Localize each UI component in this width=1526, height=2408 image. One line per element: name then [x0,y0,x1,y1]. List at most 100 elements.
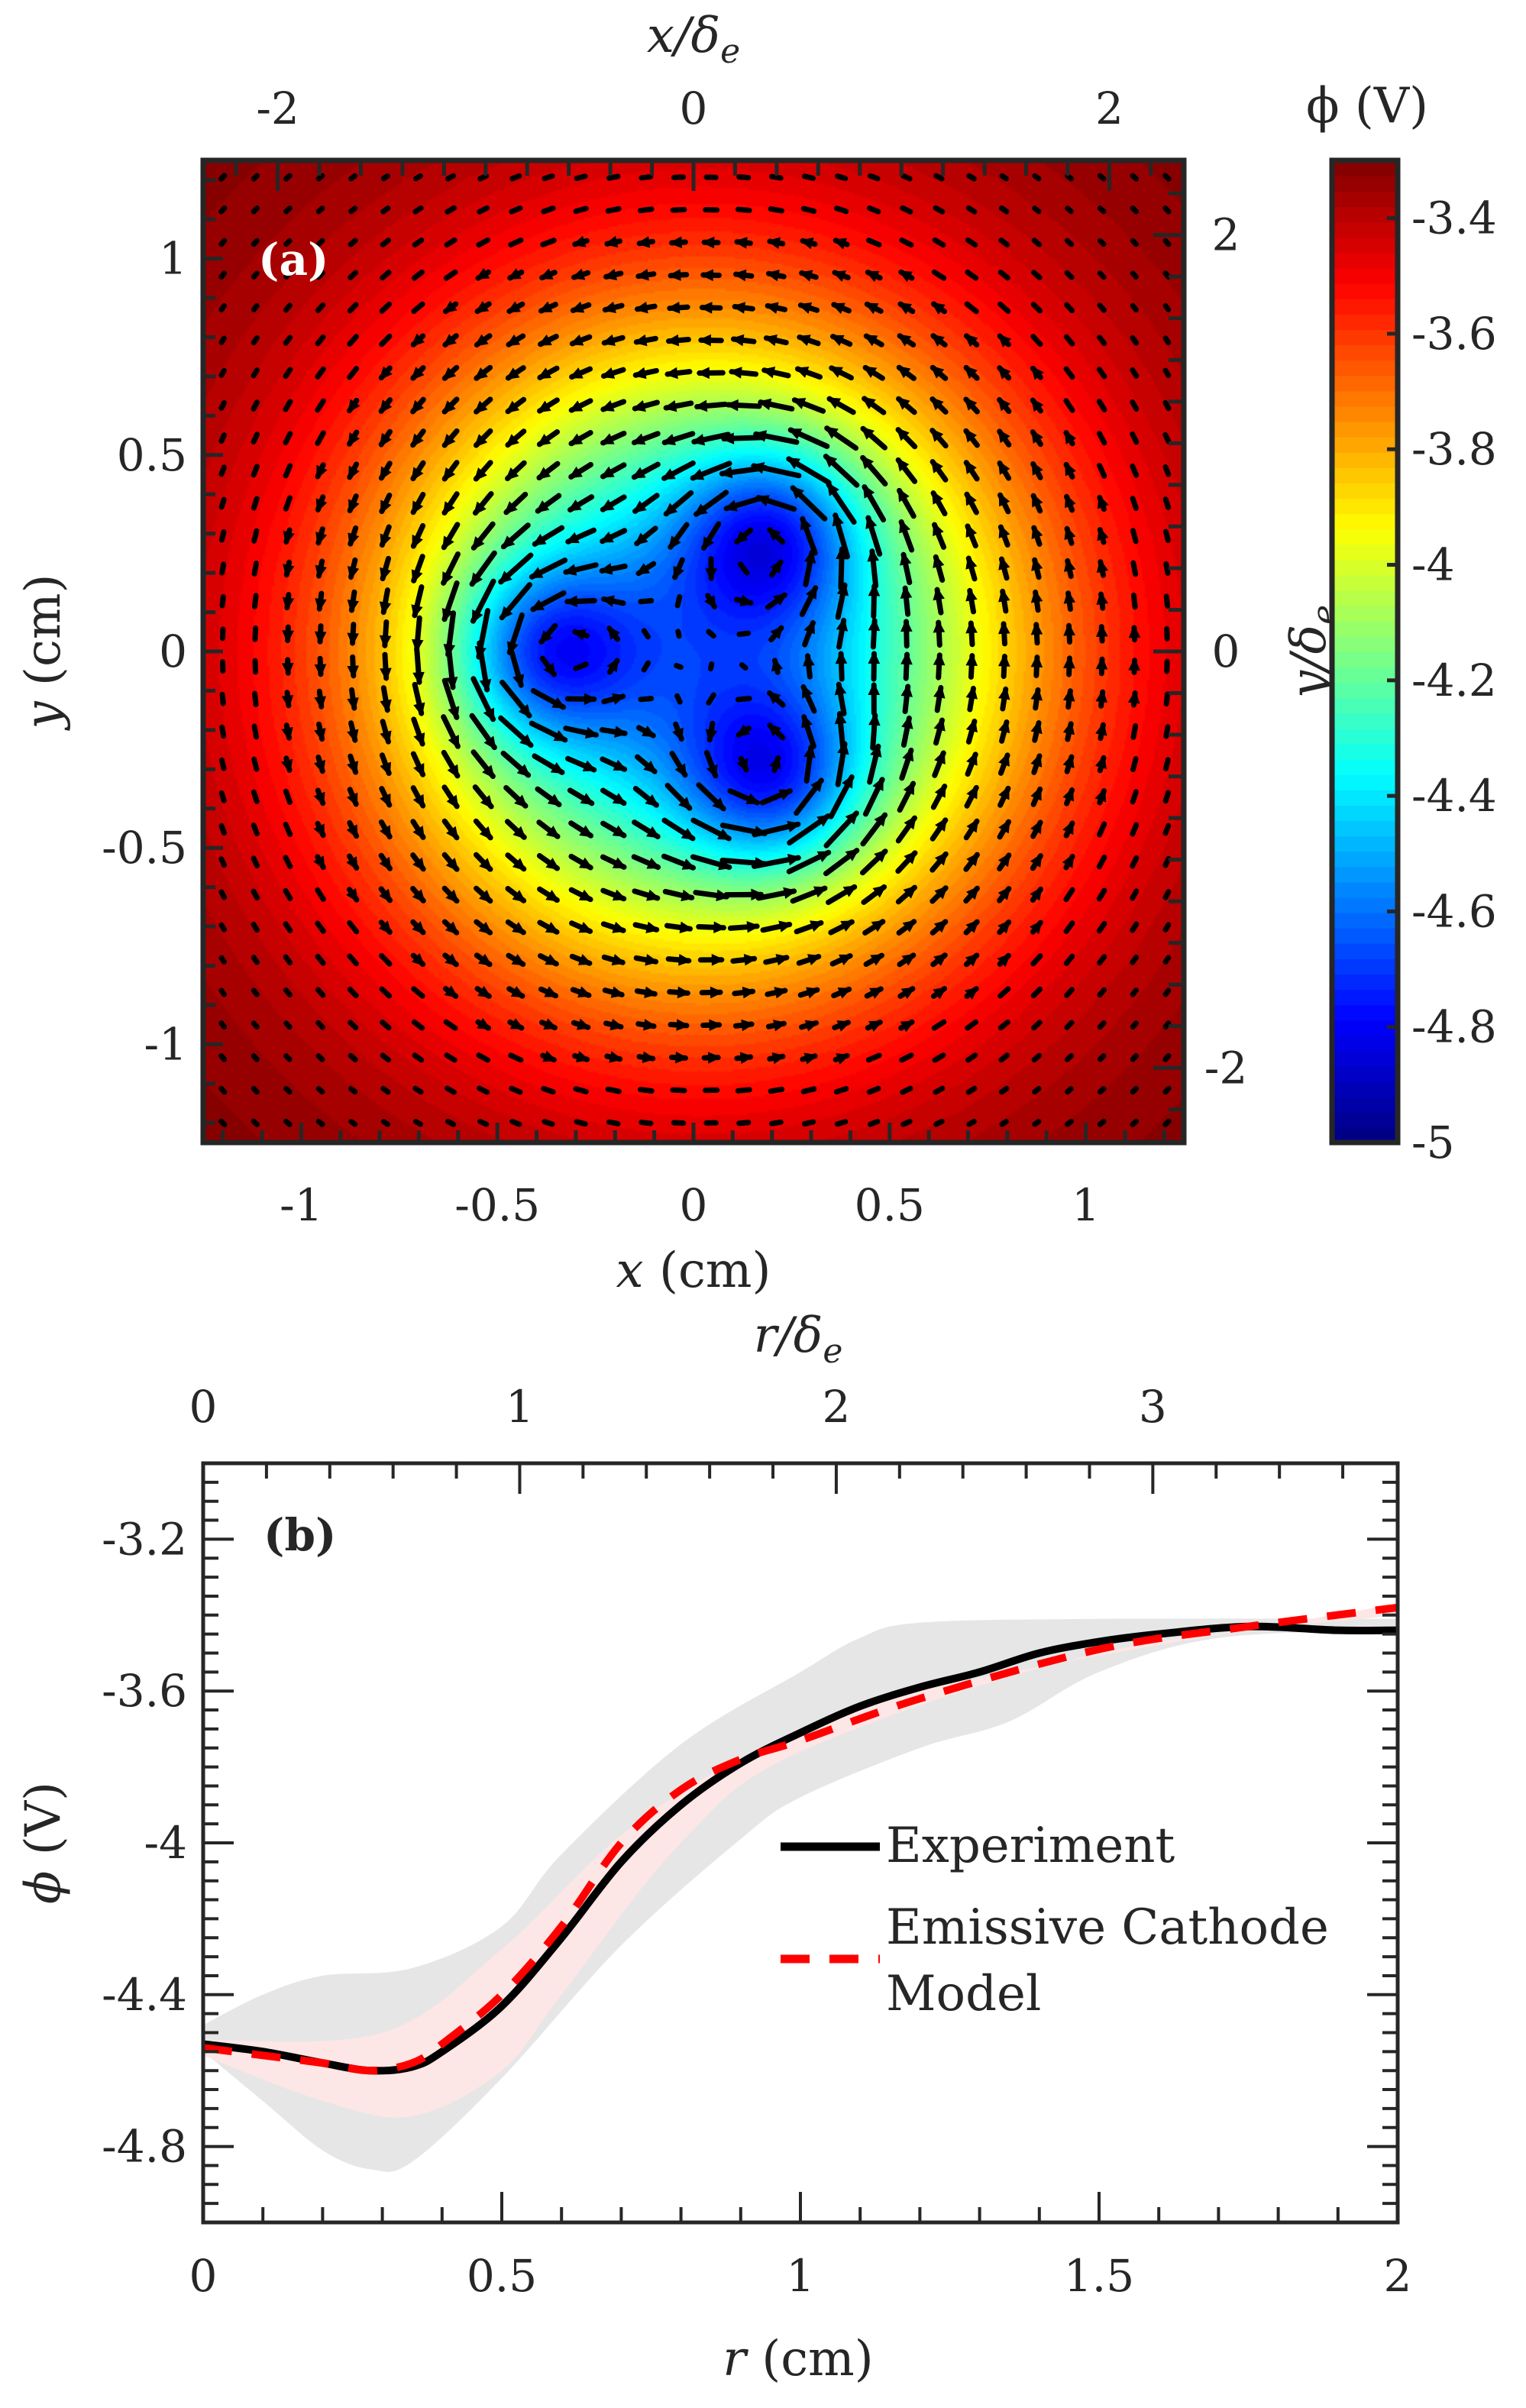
arrow-head [633,334,648,347]
arrow-head [767,690,781,704]
quiver-arrow [314,721,326,742]
quiver-arrow [758,398,795,412]
arrow-head [933,717,946,732]
quiver-arrow [505,365,526,381]
quiver-arrow [1162,823,1172,836]
quiver-arrow [723,888,765,901]
quiver-arrow [800,684,817,714]
quiver-arrow [1162,335,1172,345]
arrow-head [839,954,853,966]
quiver-arrow [998,588,1010,614]
colorbar-swatch [1332,789,1398,806]
arrow-shaft [251,789,260,804]
quiver-arrow [538,268,558,281]
arrow-head [610,986,626,998]
quiver-arrow [790,485,828,522]
quiver-arrow [1162,432,1172,444]
arrow-head [479,858,493,872]
arrow-shaft [315,270,325,280]
quiver-arrow [803,744,816,784]
arrow-shaft [315,173,325,182]
quiver-arrow [674,693,683,705]
quiver-arrow [251,496,260,511]
quiver-arrow [218,823,227,836]
quiver-arrow [535,493,562,514]
quiver-arrow [766,690,786,708]
arrow-head [411,367,425,380]
arrow-shaft [1064,238,1075,247]
quiver-arrow [380,270,392,281]
quiver-arrow [315,494,328,513]
arrow-head [442,501,455,516]
quiver-arrow [665,334,691,347]
quiver-arrow [251,367,260,379]
quiver-arrow [933,554,946,583]
quiver-arrow [508,1052,524,1063]
quiver-arrow [506,333,526,347]
quiver-arrow [218,173,228,182]
quiver-arrow [965,269,978,281]
colorbar-swatch [1332,605,1398,622]
arrow-shaft [867,205,881,215]
colorbar-swatch [1332,252,1398,269]
arrow-head [519,734,534,748]
arrow-shaft [315,887,326,902]
arrow-head [712,797,726,811]
arrow-head [810,777,823,793]
arrow-shaft [411,301,425,315]
quiver-arrow [1130,592,1138,610]
quiver-arrow [573,661,589,671]
arrow-head [965,718,978,733]
arrow-head [897,302,913,315]
arrow-head [314,631,327,645]
arrow-shaft [315,238,325,247]
colorbar-swatch [1332,804,1398,822]
quiver-arrow [790,885,828,904]
arrow-shaft [1162,987,1172,997]
quiver-arrow [469,713,497,751]
colorbar-swatch [1332,390,1398,407]
quiver-arrow [896,396,917,415]
quiver-arrow [606,658,620,675]
quiver-arrow [755,887,797,901]
arrow-shaft [315,430,326,446]
arrow-head [538,334,552,346]
legend-model-label-line1: Emissive Cathode [886,1899,1329,1956]
arrow-shaft [445,173,457,182]
quiver-arrow [898,519,915,553]
arrow-head [865,515,878,529]
arrow-shaft [1097,954,1107,966]
arrow-head [446,826,459,841]
arrow-shaft [348,205,358,215]
arrow-head [717,829,732,840]
arrow-head [1063,622,1075,636]
quiver-arrow [346,819,360,839]
quiver-arrow [828,919,855,936]
quiver-arrow [932,237,946,248]
legend: Experiment Emissive Cathode Model [781,1818,1329,2022]
arrow-shaft [218,528,227,543]
quiver-arrow [1097,954,1107,966]
quiver-arrow [964,986,979,1000]
quiver-arrow [568,887,593,903]
quiver-arrow [794,366,823,380]
arrow-head [803,652,815,667]
quiver-arrow [600,820,627,839]
quiver-arrow [441,749,461,779]
quiver-arrow [251,1118,260,1127]
quiver-arrow [1130,173,1140,182]
arrow-shaft [1162,335,1172,345]
quiver-arrow [1063,334,1075,347]
arrow-shaft [251,561,260,577]
colorbar-swatch [1332,313,1398,331]
arrow-shaft [251,205,260,215]
arrow-shaft [1031,238,1043,247]
arrow-head [900,987,916,1000]
arrow-head [904,850,917,865]
quiver-arrow [1130,789,1139,805]
quiver-arrow [897,781,917,813]
quiver-arrow [532,525,565,547]
quiver-arrow [801,173,816,181]
arrow-head [771,1052,786,1065]
colorbar-frame [1329,157,1401,1146]
